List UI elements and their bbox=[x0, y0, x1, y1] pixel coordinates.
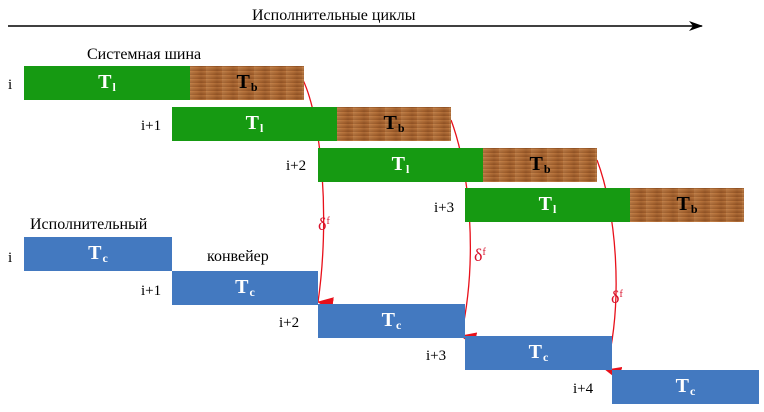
exec-row-index-2: i+1 bbox=[141, 283, 162, 299]
transfer-phase-label-1: Tb bbox=[236, 71, 258, 95]
delta-label-3: δf bbox=[611, 287, 623, 307]
bus-row-index-2: i+1 bbox=[141, 118, 162, 134]
transfer-phase-bar-1: Tb bbox=[190, 66, 304, 100]
exec-row-index-1: i bbox=[8, 250, 13, 266]
exec-row-index-5: i+4 bbox=[573, 381, 594, 397]
exec-phase-label-1: Tc bbox=[88, 242, 108, 266]
bus-phase-bar-4: Tl bbox=[465, 188, 630, 222]
exec-phase-label-5: Tc bbox=[675, 375, 696, 399]
transfer-phase-label-4: Tb bbox=[676, 193, 698, 217]
bus-phase-label-4: Tl bbox=[538, 193, 557, 217]
bus-phase-label-2: Tl bbox=[245, 112, 264, 136]
pipeline-label-line1: Исполнительный bbox=[30, 216, 148, 233]
transfer-phase-label-2: Tb bbox=[383, 112, 405, 136]
bus-phase-bar-3: Tl bbox=[318, 148, 483, 182]
exec-row-index-3: i+2 bbox=[279, 315, 300, 331]
exec-phase-bar-3: Tc bbox=[318, 304, 465, 338]
bus-row-index-4: i+3 bbox=[434, 200, 455, 216]
bus-phase-label-1: Tl bbox=[98, 71, 116, 95]
bus-phase-bar-2: Tl bbox=[172, 107, 337, 141]
exec-phase-bar-5: Tc bbox=[612, 370, 759, 404]
exec-phase-label-3: Tc bbox=[381, 309, 402, 333]
transfer-phase-label-3: Tb bbox=[529, 153, 551, 177]
delta-label-1: δf bbox=[318, 214, 330, 234]
transfer-phase-bar-4: Tb bbox=[630, 188, 744, 222]
bus-phase-bar-1: Tl bbox=[24, 66, 190, 100]
pipeline-label-line2: конвейер bbox=[207, 248, 269, 265]
exec-phase-bar-2: Tc bbox=[172, 271, 318, 305]
exec-row-index-4: i+3 bbox=[426, 348, 447, 364]
bus-row-index-3: i+2 bbox=[286, 158, 307, 174]
bus-label: Системная шина bbox=[87, 46, 202, 63]
delta-label-2: δf bbox=[474, 245, 486, 265]
exec-phase-label-2: Tc bbox=[235, 276, 255, 300]
bus-phase-label-3: Tl bbox=[391, 153, 410, 177]
transfer-phase-bar-2: Tb bbox=[337, 107, 451, 141]
exec-phase-label-4: Tc bbox=[528, 341, 549, 365]
exec-phase-bar-4: Tc bbox=[465, 336, 612, 370]
transfer-phase-bar-3: Tb bbox=[483, 148, 597, 182]
exec-phase-bar-1: Tc bbox=[24, 237, 172, 271]
cycles-title: Исполнительные циклы bbox=[252, 7, 416, 24]
bus-row-index-1: i bbox=[8, 77, 13, 93]
